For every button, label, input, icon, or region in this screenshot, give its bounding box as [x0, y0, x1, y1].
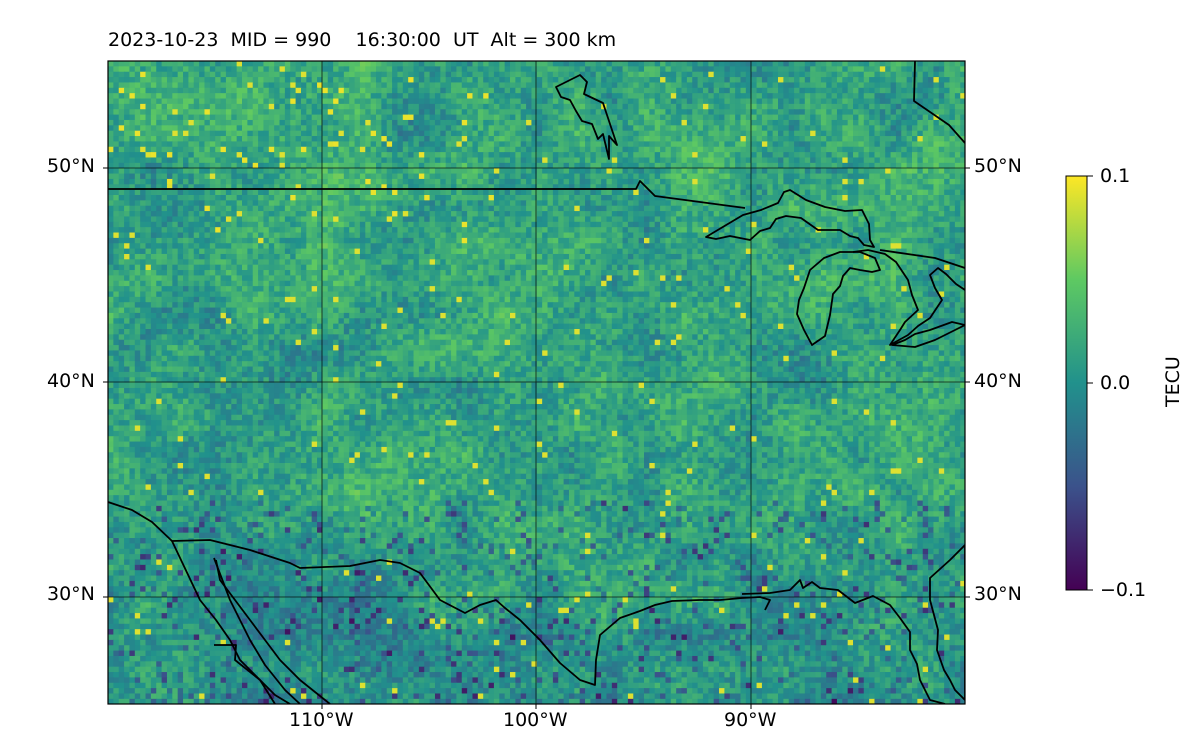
colorbar-label: TECU [1162, 357, 1184, 407]
colorbar [1066, 176, 1087, 590]
lat-label-40-right: 40°N [974, 370, 1022, 392]
colorbar-ticks [1087, 176, 1093, 590]
lon-label-110w: 110°W [289, 709, 354, 731]
lon-label-90w: 90°W [724, 709, 776, 731]
lat-label-30-left: 30°N [47, 583, 95, 605]
lat-label-50-right: 50°N [974, 155, 1022, 177]
colorbar-tick-mid: 0.0 [1100, 372, 1130, 394]
colorbar-tick-min: −0.1 [1100, 579, 1146, 601]
lat-label-30-right: 30°N [974, 583, 1022, 605]
lat-label-40-left: 40°N [47, 370, 95, 392]
lon-label-100w: 100°W [503, 709, 568, 731]
tec-heatmap [108, 61, 966, 705]
lat-label-50-left: 50°N [47, 155, 95, 177]
colorbar-tick-max: 0.1 [1100, 165, 1130, 187]
